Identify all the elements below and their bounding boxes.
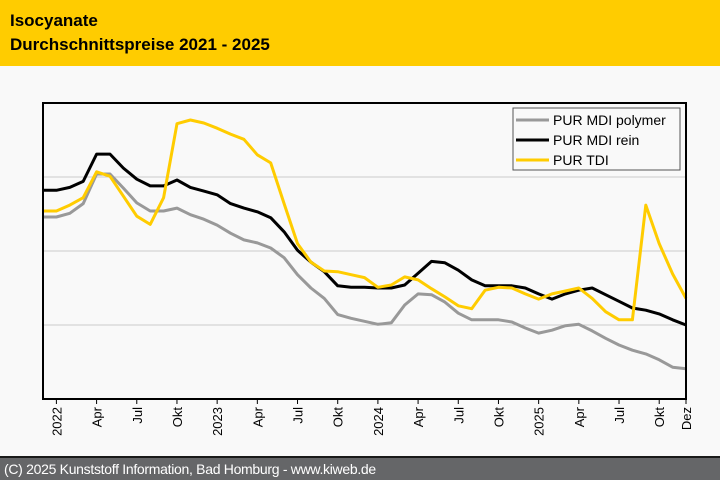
legend-label: PUR TDI — [553, 152, 609, 168]
legend: PUR MDI polymer PUR MDI rein PUR TDI — [512, 107, 681, 171]
x-tick-label: Okt — [652, 407, 667, 428]
x-tick-label: Apr — [90, 406, 105, 427]
x-tick-label: Apr — [572, 406, 587, 427]
x-tick-label: 2024 — [371, 407, 386, 436]
x-tick-label: Okt — [170, 407, 185, 428]
x-tick-label: Okt — [491, 407, 506, 428]
footer: (C) 2025 Kunststoff Information, Bad Hom… — [0, 456, 720, 480]
series-lines — [43, 118, 688, 371]
x-tick-label: Jul — [130, 407, 145, 424]
x-tick-label: Apr — [250, 406, 265, 427]
copyright-text: (C) 2025 Kunststoff Information, Bad Hom… — [4, 461, 376, 477]
chart-header: Isocyanate Durchschnittspreise 2021 - 20… — [0, 0, 720, 66]
series-line-pur-mdi-polymer — [43, 172, 687, 371]
chart-subtitle: Durchschnittspreise 2021 - 2025 — [10, 35, 270, 54]
x-tick-label: Jul — [612, 407, 627, 424]
x-tick-label: Jul — [451, 407, 466, 424]
series-line-pur-tdi — [43, 118, 688, 322]
x-axis: 2022 Apr Jul Okt 2023 Apr Jul Okt 2024 Apr Jul Okt 2… — [49, 399, 694, 436]
legend-label: PUR MDI rein — [553, 132, 639, 148]
legend-label: PUR MDI polymer — [553, 112, 666, 128]
x-tick-label: Dez — [679, 407, 694, 430]
plot-frame — [42, 102, 687, 400]
x-tick-label: Apr — [411, 406, 426, 427]
x-tick-label: 2025 — [532, 407, 547, 436]
x-tick-label: 2022 — [49, 407, 64, 436]
chart-title: Isocyanate — [10, 11, 98, 30]
x-tick-label: 2023 — [210, 407, 225, 436]
x-tick-label: Okt — [331, 407, 346, 428]
x-tick-label: Jul — [291, 407, 306, 424]
series-line-pur-mdi-rein — [43, 152, 687, 327]
line-chart: 2022 Apr Jul Okt 2023 Apr Jul Okt 2024 Apr Jul Okt 2… — [42, 102, 694, 436]
